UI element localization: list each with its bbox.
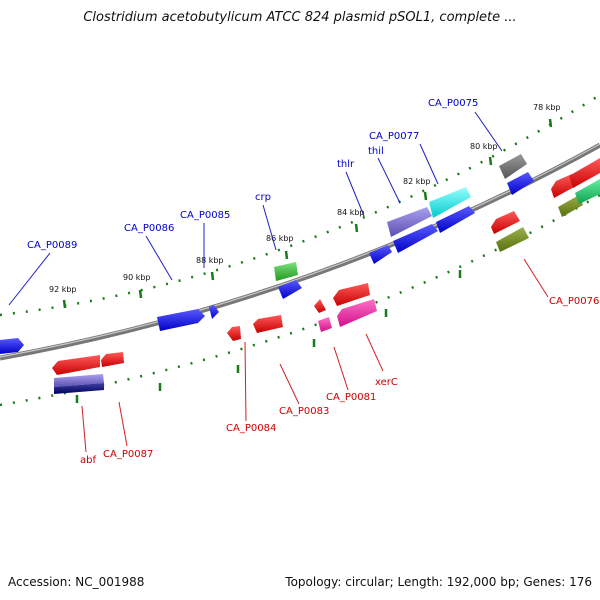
gene-crp[interactable] <box>278 280 302 299</box>
tick-label-82kbp: 82 kbp <box>403 177 431 186</box>
label-CA_P0083[interactable]: CA_P0083 <box>279 406 329 417</box>
summary-text: Topology: circular; Length: 192,000 bp; … <box>285 575 592 589</box>
label-CA_P0087[interactable]: CA_P0087 <box>103 449 153 460</box>
reverse-leaders <box>81 258 549 453</box>
gene-CA_P0085[interactable] <box>209 305 219 319</box>
gene-edge-olive[interactable] <box>558 195 583 217</box>
gene-CA_P0086[interactable] <box>157 309 205 331</box>
label-abf[interactable]: abf <box>80 455 96 466</box>
major-ticks <box>62 118 553 403</box>
tick-label-92kbp: 92 kbp <box>49 285 77 294</box>
gene-CA_P0075-gray[interactable] <box>499 154 527 179</box>
gene-abf-navy[interactable] <box>54 383 104 394</box>
label-CA_P0077[interactable]: CA_P0077 <box>369 131 419 142</box>
backbone-arc <box>0 142 600 361</box>
forward-leaders <box>8 111 503 306</box>
gene-thil-purple[interactable] <box>387 207 432 237</box>
label-CA_P0089[interactable]: CA_P0089 <box>27 240 77 251</box>
gene-CA_P0076[interactable] <box>496 227 529 252</box>
label-thlr[interactable]: thlr <box>337 159 355 170</box>
forward-genes <box>0 154 534 354</box>
label-xerC[interactable]: xerC <box>375 377 398 388</box>
tick-label-90kbp: 90 kbp <box>123 273 151 282</box>
tick-label-86kbp: 86 kbp <box>266 234 294 243</box>
gene-thil[interactable] <box>393 224 438 253</box>
gene-CA_P0081[interactable] <box>318 317 332 332</box>
gene-CA_P0087[interactable] <box>101 352 124 367</box>
gene-edge-red[interactable] <box>551 174 576 198</box>
gene-CA_P0077[interactable] <box>436 206 475 233</box>
gene-CA_P0084[interactable] <box>227 326 241 341</box>
gene-edge-teal[interactable] <box>575 179 600 204</box>
label-CA_P0081[interactable]: CA_P0081 <box>326 392 376 403</box>
gene-CA_P0089[interactable] <box>0 338 24 354</box>
tick-label-78kbp: 78 kbp <box>533 103 561 112</box>
gene-CA_P0075[interactable] <box>507 172 534 195</box>
map-title: Clostridium acetobutylicum ATCC 824 plas… <box>83 10 517 25</box>
label-CA_P0085[interactable]: CA_P0085 <box>180 210 230 221</box>
gene-edge-red-2[interactable] <box>569 158 600 188</box>
label-CA_P0084[interactable]: CA_P0084 <box>226 423 276 434</box>
gene-xerC[interactable] <box>337 299 377 327</box>
gene-abf-purple[interactable] <box>54 374 104 387</box>
gene-abf[interactable] <box>52 355 100 375</box>
tick-label-84kbp: 84 kbp <box>337 208 365 217</box>
outer-tick-ring <box>0 93 600 317</box>
label-thil[interactable]: thil <box>368 146 384 157</box>
accession-text: Accession: NC_001988 <box>8 575 145 589</box>
gene-CA_P0081-red[interactable] <box>314 299 326 313</box>
gene-xerC-red[interactable] <box>333 283 370 306</box>
tick-label-80kbp: 80 kbp <box>470 142 498 151</box>
gene-thlr[interactable] <box>369 245 392 264</box>
label-CA_P0075[interactable]: CA_P0075 <box>428 98 478 109</box>
gene-crp-green[interactable] <box>274 262 298 281</box>
label-CA_P0086[interactable]: CA_P0086 <box>124 223 174 234</box>
label-CA_P0076[interactable]: CA_P0076 <box>549 296 599 307</box>
inner-tick-ring <box>0 193 600 407</box>
gene-CA_P0083[interactable] <box>253 315 283 333</box>
backbone-arc-highlight <box>0 143 600 358</box>
reverse-genes <box>52 158 600 394</box>
gene-CA_P0076-red[interactable] <box>491 211 520 234</box>
label-crp[interactable]: crp <box>255 192 271 203</box>
tick-label-88kbp: 88 kbp <box>196 256 224 265</box>
gene-CA_P0077-cyan[interactable] <box>429 187 471 218</box>
